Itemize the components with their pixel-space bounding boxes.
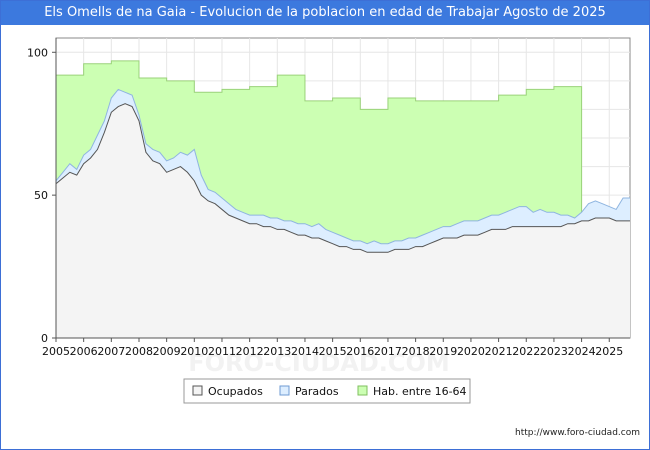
x-tick-label-2013: 2013: [263, 345, 291, 358]
x-tick-label-2021: 2021: [485, 345, 513, 358]
y-tick-label-0: 0: [41, 332, 48, 345]
series-ocupados: [55, 103, 630, 338]
x-tick-label-2014: 2014: [291, 345, 319, 358]
y-tick-label-100: 100: [27, 46, 48, 59]
series-ocupados-line: [55, 103, 630, 253]
x-tick-label-2010: 2010: [180, 345, 208, 358]
legend-label-ocupados: Ocupados: [208, 385, 263, 398]
legend-label-parados: Parados: [295, 385, 339, 398]
x-tick-label-2017: 2017: [374, 345, 402, 358]
x-tick-label-2005: 2005: [42, 345, 70, 358]
x-tick-label-2015: 2015: [319, 345, 347, 358]
x-tick-label-2011: 2011: [208, 345, 236, 358]
series-parados-line: [55, 88, 630, 245]
x-tick-label-2019: 2019: [429, 345, 457, 358]
y-tick-label-50: 50: [34, 189, 48, 202]
series-hab-line: [56, 60, 630, 213]
legend-label-hab: Hab. entre 16-64: [373, 385, 467, 398]
source-url: http://www.foro-ciudad.com: [515, 428, 640, 438]
legend-swatch-hab: [357, 385, 368, 396]
x-tick-label-2020: 2020: [457, 345, 485, 358]
x-tick-label-2009: 2009: [153, 345, 181, 358]
x-tick-label-2012: 2012: [236, 345, 264, 358]
title-bar: Els Omells de na Gaia - Evolucion de la …: [1, 1, 649, 25]
x-tick-label-2025: 2025: [595, 345, 623, 358]
series-ocupados-area: [56, 103, 630, 338]
legend: Ocupados Parados Hab. entre 16-64: [183, 378, 471, 404]
legend-swatch-parados: [279, 385, 290, 396]
x-tick-label-2018: 2018: [402, 345, 430, 358]
x-tick-label-2024: 2024: [568, 345, 596, 358]
x-tick-label-2008: 2008: [125, 345, 153, 358]
legend-swatch-ocupados: [192, 385, 203, 396]
x-tick-label-2023: 2023: [540, 345, 568, 358]
x-ticks: 2005 2006 2007 2008 2009 2010 2011 2012 2013 2014…: [42, 338, 623, 358]
x-tick-label-2022: 2022: [512, 345, 540, 358]
legend-box: [183, 378, 471, 404]
y-ticks: 0 50 100: [27, 46, 56, 345]
watermark: FORO-CIUDAD.COM: [188, 349, 450, 377]
x-tick-label-2007: 2007: [97, 345, 125, 358]
x-tick-label-2016: 2016: [346, 345, 374, 358]
chart-title: Els Omells de na Gaia - Evolucion de la …: [44, 5, 606, 20]
x-tick-label-2006: 2006: [70, 345, 98, 358]
